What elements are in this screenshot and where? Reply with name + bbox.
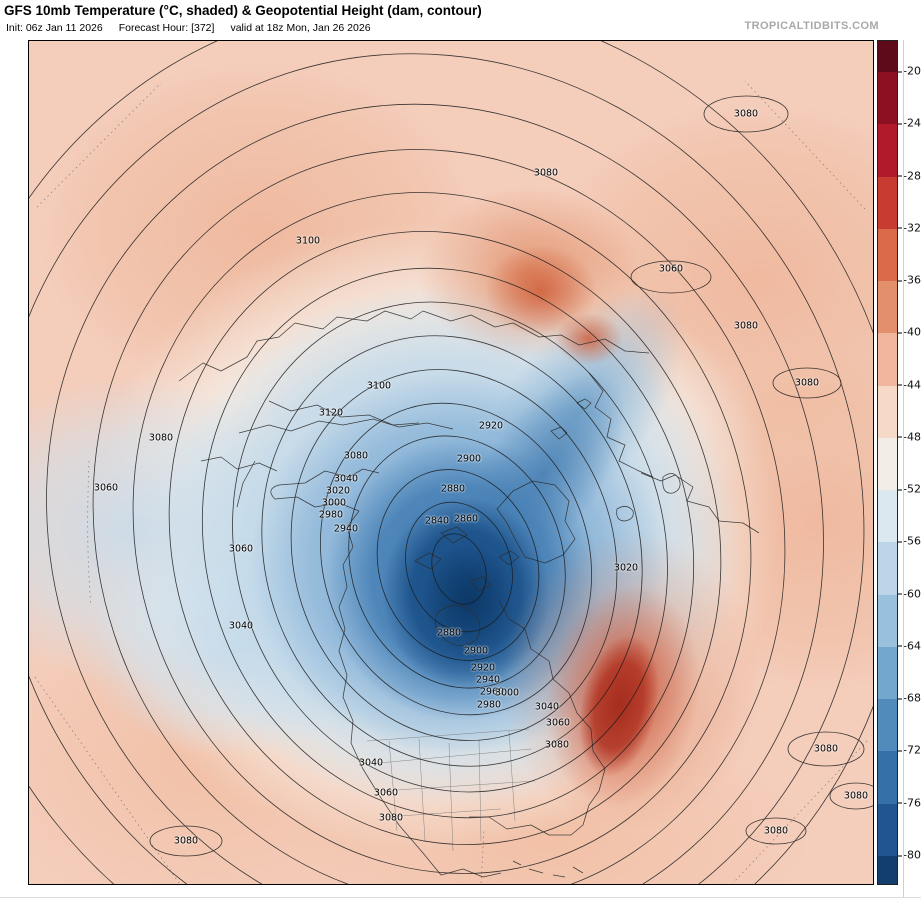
colorbar-tick-label: -52 <box>898 482 921 496</box>
weather-map: 3080 3080 3060 3080 3080 3100 3100 3120 3080 3060… <box>28 40 874 885</box>
height-contour <box>787 731 865 767</box>
colorbar-tick-label: -36 <box>898 273 921 287</box>
height-contour <box>46 103 824 884</box>
height-contour <box>376 469 540 661</box>
forecast-hour: Forecast Hour: [372] <box>118 22 215 34</box>
colorbar-tick-label: -48 <box>898 430 921 444</box>
coastlines <box>178 310 760 878</box>
valid-time: valid at 18z Mon, Jan 26 2026 <box>230 22 371 34</box>
colorbar-cell <box>878 228 897 282</box>
map-canvas <box>29 41 873 884</box>
colorbar-tick-label: -40 <box>898 325 921 339</box>
page-edge-line <box>903 40 904 898</box>
colorbar-cell <box>878 646 897 700</box>
height-contour <box>92 149 786 884</box>
height-contour <box>772 367 842 399</box>
colorbar <box>877 40 898 885</box>
colorbar-tick-label: -68 <box>898 691 921 705</box>
height-contour <box>630 260 712 294</box>
site-watermark: TROPICALTIDBITS.COM <box>744 20 879 32</box>
init-time: Init: 06z Jan 11 2026 <box>6 22 103 34</box>
colorbar-tick-label: -64 <box>898 639 921 653</box>
height-contour-group <box>29 41 873 884</box>
colorbar-cell <box>878 72 897 125</box>
colorbar-cell <box>878 176 897 229</box>
colorbar-tick-label: -32 <box>898 221 921 235</box>
height-contour <box>168 231 722 845</box>
colorbar-ticks: -20 -24 -28 -32 -36 -40 -44 -48 -52 -56 -60 -64 -68 -… <box>898 40 921 883</box>
graticule <box>34 80 868 884</box>
colorbar-cell <box>878 751 897 804</box>
colorbar-tick-label: -72 <box>898 743 921 757</box>
colorbar-tick-label: -60 <box>898 587 921 601</box>
colorbar-cell <box>878 333 897 386</box>
height-contour <box>132 192 752 874</box>
chart-subtitle: Init: 06z Jan 11 2026 Forecast Hour: [372… <box>6 22 387 34</box>
height-contour <box>431 533 487 605</box>
temperature-shading <box>29 41 873 884</box>
height-contour <box>232 301 668 793</box>
colorbar-cell <box>878 699 897 752</box>
height-contour <box>201 267 695 819</box>
colorbar-tick-label: -20 <box>898 64 921 78</box>
colorbar-tick-label: -44 <box>898 378 921 392</box>
colorbar-cell <box>878 437 897 491</box>
height-contour <box>149 825 223 857</box>
colorbar-tick-label: -24 <box>898 116 921 130</box>
height-contour <box>703 95 789 133</box>
colorbar-cell <box>878 41 897 72</box>
colorbar-cell <box>878 542 897 595</box>
colorbar-cell <box>878 594 897 647</box>
height-contour <box>348 435 566 689</box>
colorbar-tick-label: -56 <box>898 534 921 548</box>
height-contour <box>290 369 618 741</box>
colorbar-cell <box>878 281 897 334</box>
colorbar-cell <box>878 124 897 177</box>
colorbar-cell <box>878 803 897 856</box>
state-borders <box>366 728 536 852</box>
height-contour <box>320 402 592 716</box>
colorbar-tick-label: -28 <box>898 169 921 183</box>
height-contour <box>261 335 643 767</box>
colorbar-tick-label: -80 <box>898 848 921 862</box>
colorbar-cell <box>878 856 897 884</box>
chart-title: GFS 10mb Temperature (°C, shaded) & Geop… <box>4 3 482 18</box>
height-contour <box>405 501 513 633</box>
colorbar-tick-label: -76 <box>898 796 921 810</box>
height-contour <box>745 817 807 845</box>
colorbar-cell <box>878 385 897 438</box>
height-contour <box>829 782 873 810</box>
colorbar-cell <box>878 490 897 543</box>
